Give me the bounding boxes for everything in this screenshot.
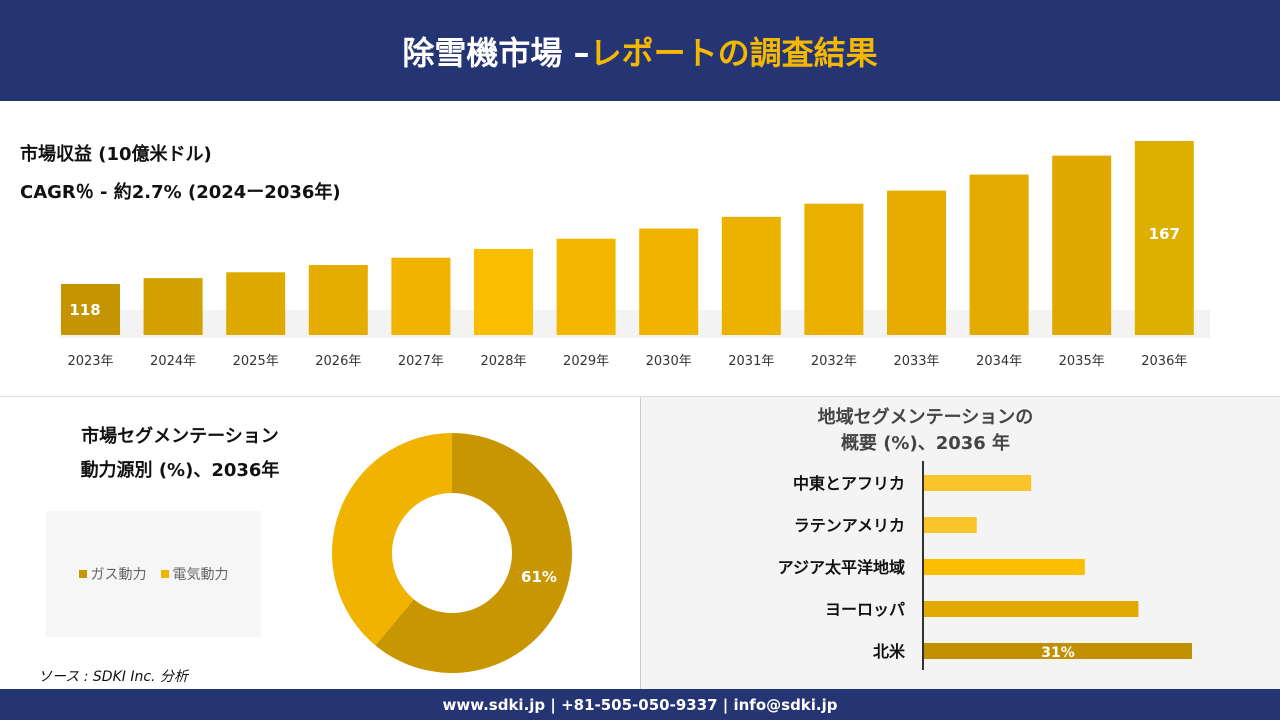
footer-contact: www.sdki.jp | +81-505-050-9337 | info@sd… bbox=[0, 689, 1280, 720]
year-tick-label: 2035年 bbox=[1059, 354, 1105, 369]
revenue-bar bbox=[804, 203, 864, 335]
revenue-bar bbox=[1052, 155, 1112, 335]
revenue-bar bbox=[143, 278, 203, 335]
region-label: ヨーロッパ bbox=[825, 600, 905, 619]
revenue-bar bbox=[226, 272, 286, 335]
year-tick-label: 2023年 bbox=[67, 354, 113, 369]
revenue-bar bbox=[639, 228, 699, 335]
legend-swatch bbox=[160, 570, 169, 578]
revenue-bar bbox=[308, 264, 368, 335]
cagr-text: CAGR％ - 約2.7% (2024ー2036年) bbox=[20, 182, 341, 203]
year-tick-label: 2033年 bbox=[893, 354, 939, 369]
revenue-bar bbox=[61, 283, 120, 335]
region-panel: 地域セグメンテーションの 概要 (%)、2036 年 中東とアフリカ ラテンアメリ… bbox=[640, 397, 1280, 689]
bar-data-label: 118 bbox=[69, 301, 100, 319]
year-tick-label: 2030年 bbox=[646, 354, 692, 369]
region-bar bbox=[924, 475, 1032, 491]
year-tick-label: 2025年 bbox=[233, 354, 279, 369]
source-note: ソース : SDKI Inc. 分析 bbox=[38, 669, 188, 685]
bar-data-label: 167 bbox=[1149, 225, 1180, 243]
revenue-bar bbox=[1134, 141, 1194, 335]
header-banner: 除雪機市場 – レポートの調査結果 bbox=[0, 0, 1280, 101]
region-bar bbox=[924, 517, 977, 533]
power-source-donut-chart: 61% bbox=[332, 433, 572, 673]
region-label: アジア太平洋地域 bbox=[778, 558, 905, 577]
region-title-line2: 概要 (%)、2036 年 bbox=[840, 433, 1011, 454]
year-tick-label: 2032年 bbox=[811, 354, 857, 369]
revenue-bar bbox=[474, 248, 533, 335]
revenue-bar bbox=[887, 190, 946, 335]
slice-data-label: 61% bbox=[521, 568, 557, 586]
title-accent: レポートの調査結果 bbox=[589, 33, 878, 72]
year-tick-label: 2028年 bbox=[480, 354, 526, 369]
year-tick-label: 2031年 bbox=[728, 354, 774, 369]
revenue-bar-chart: 2023年 118 2024年 2025年 2026年 2027年 2028年 2029年 20… bbox=[60, 141, 1210, 369]
revenue-bar bbox=[391, 257, 451, 335]
segment-title-line2: 動力源別 (%)、2036年 bbox=[80, 460, 280, 481]
legend-label: 電気動力 bbox=[172, 567, 229, 583]
revenue-bar bbox=[721, 216, 781, 335]
year-tick-label: 2026年 bbox=[315, 354, 361, 369]
divider bbox=[0, 396, 1280, 397]
revenue-bar bbox=[556, 238, 616, 335]
donut-legend: ガス動力 電気動力 bbox=[46, 511, 261, 637]
donut-slice bbox=[332, 433, 452, 646]
region-data-label: 31% bbox=[1041, 645, 1075, 661]
year-tick-label: 2036年 bbox=[1141, 354, 1187, 369]
segment-title-line1: 市場セグメンテーション bbox=[81, 426, 279, 447]
revenue-bar bbox=[969, 174, 1029, 335]
segment-title: 市場セグメンテーション 動力源別 (%)、2036年 bbox=[20, 420, 340, 488]
region-title-line1: 地域セグメンテーションの bbox=[817, 407, 1034, 428]
region-title: 地域セグメンテーションの 概要 (%)、2036 年 bbox=[641, 405, 1280, 457]
year-tick-label: 2034年 bbox=[976, 354, 1022, 369]
legend-item-gas: ガス動力 bbox=[78, 564, 147, 584]
region-bar bbox=[924, 643, 1192, 659]
legend-swatch bbox=[78, 570, 87, 578]
region-label: 中東とアフリカ bbox=[793, 474, 905, 493]
year-tick-label: 2027年 bbox=[398, 354, 444, 369]
legend-label: ガス動力 bbox=[90, 567, 147, 583]
revenue-title: 市場収益 (10億米ドル) bbox=[20, 144, 212, 165]
year-tick-label: 2029年 bbox=[563, 354, 609, 369]
donut-slice bbox=[375, 433, 572, 673]
region-label: 北米 bbox=[873, 642, 906, 661]
region-bar bbox=[924, 601, 1139, 617]
title-main: 除雪機市場 – bbox=[402, 33, 590, 72]
region-label: ラテンアメリカ bbox=[794, 516, 905, 535]
legend-item-electric: 電気動力 bbox=[160, 564, 229, 584]
year-tick-label: 2024年 bbox=[150, 354, 196, 369]
region-bar bbox=[924, 559, 1085, 575]
